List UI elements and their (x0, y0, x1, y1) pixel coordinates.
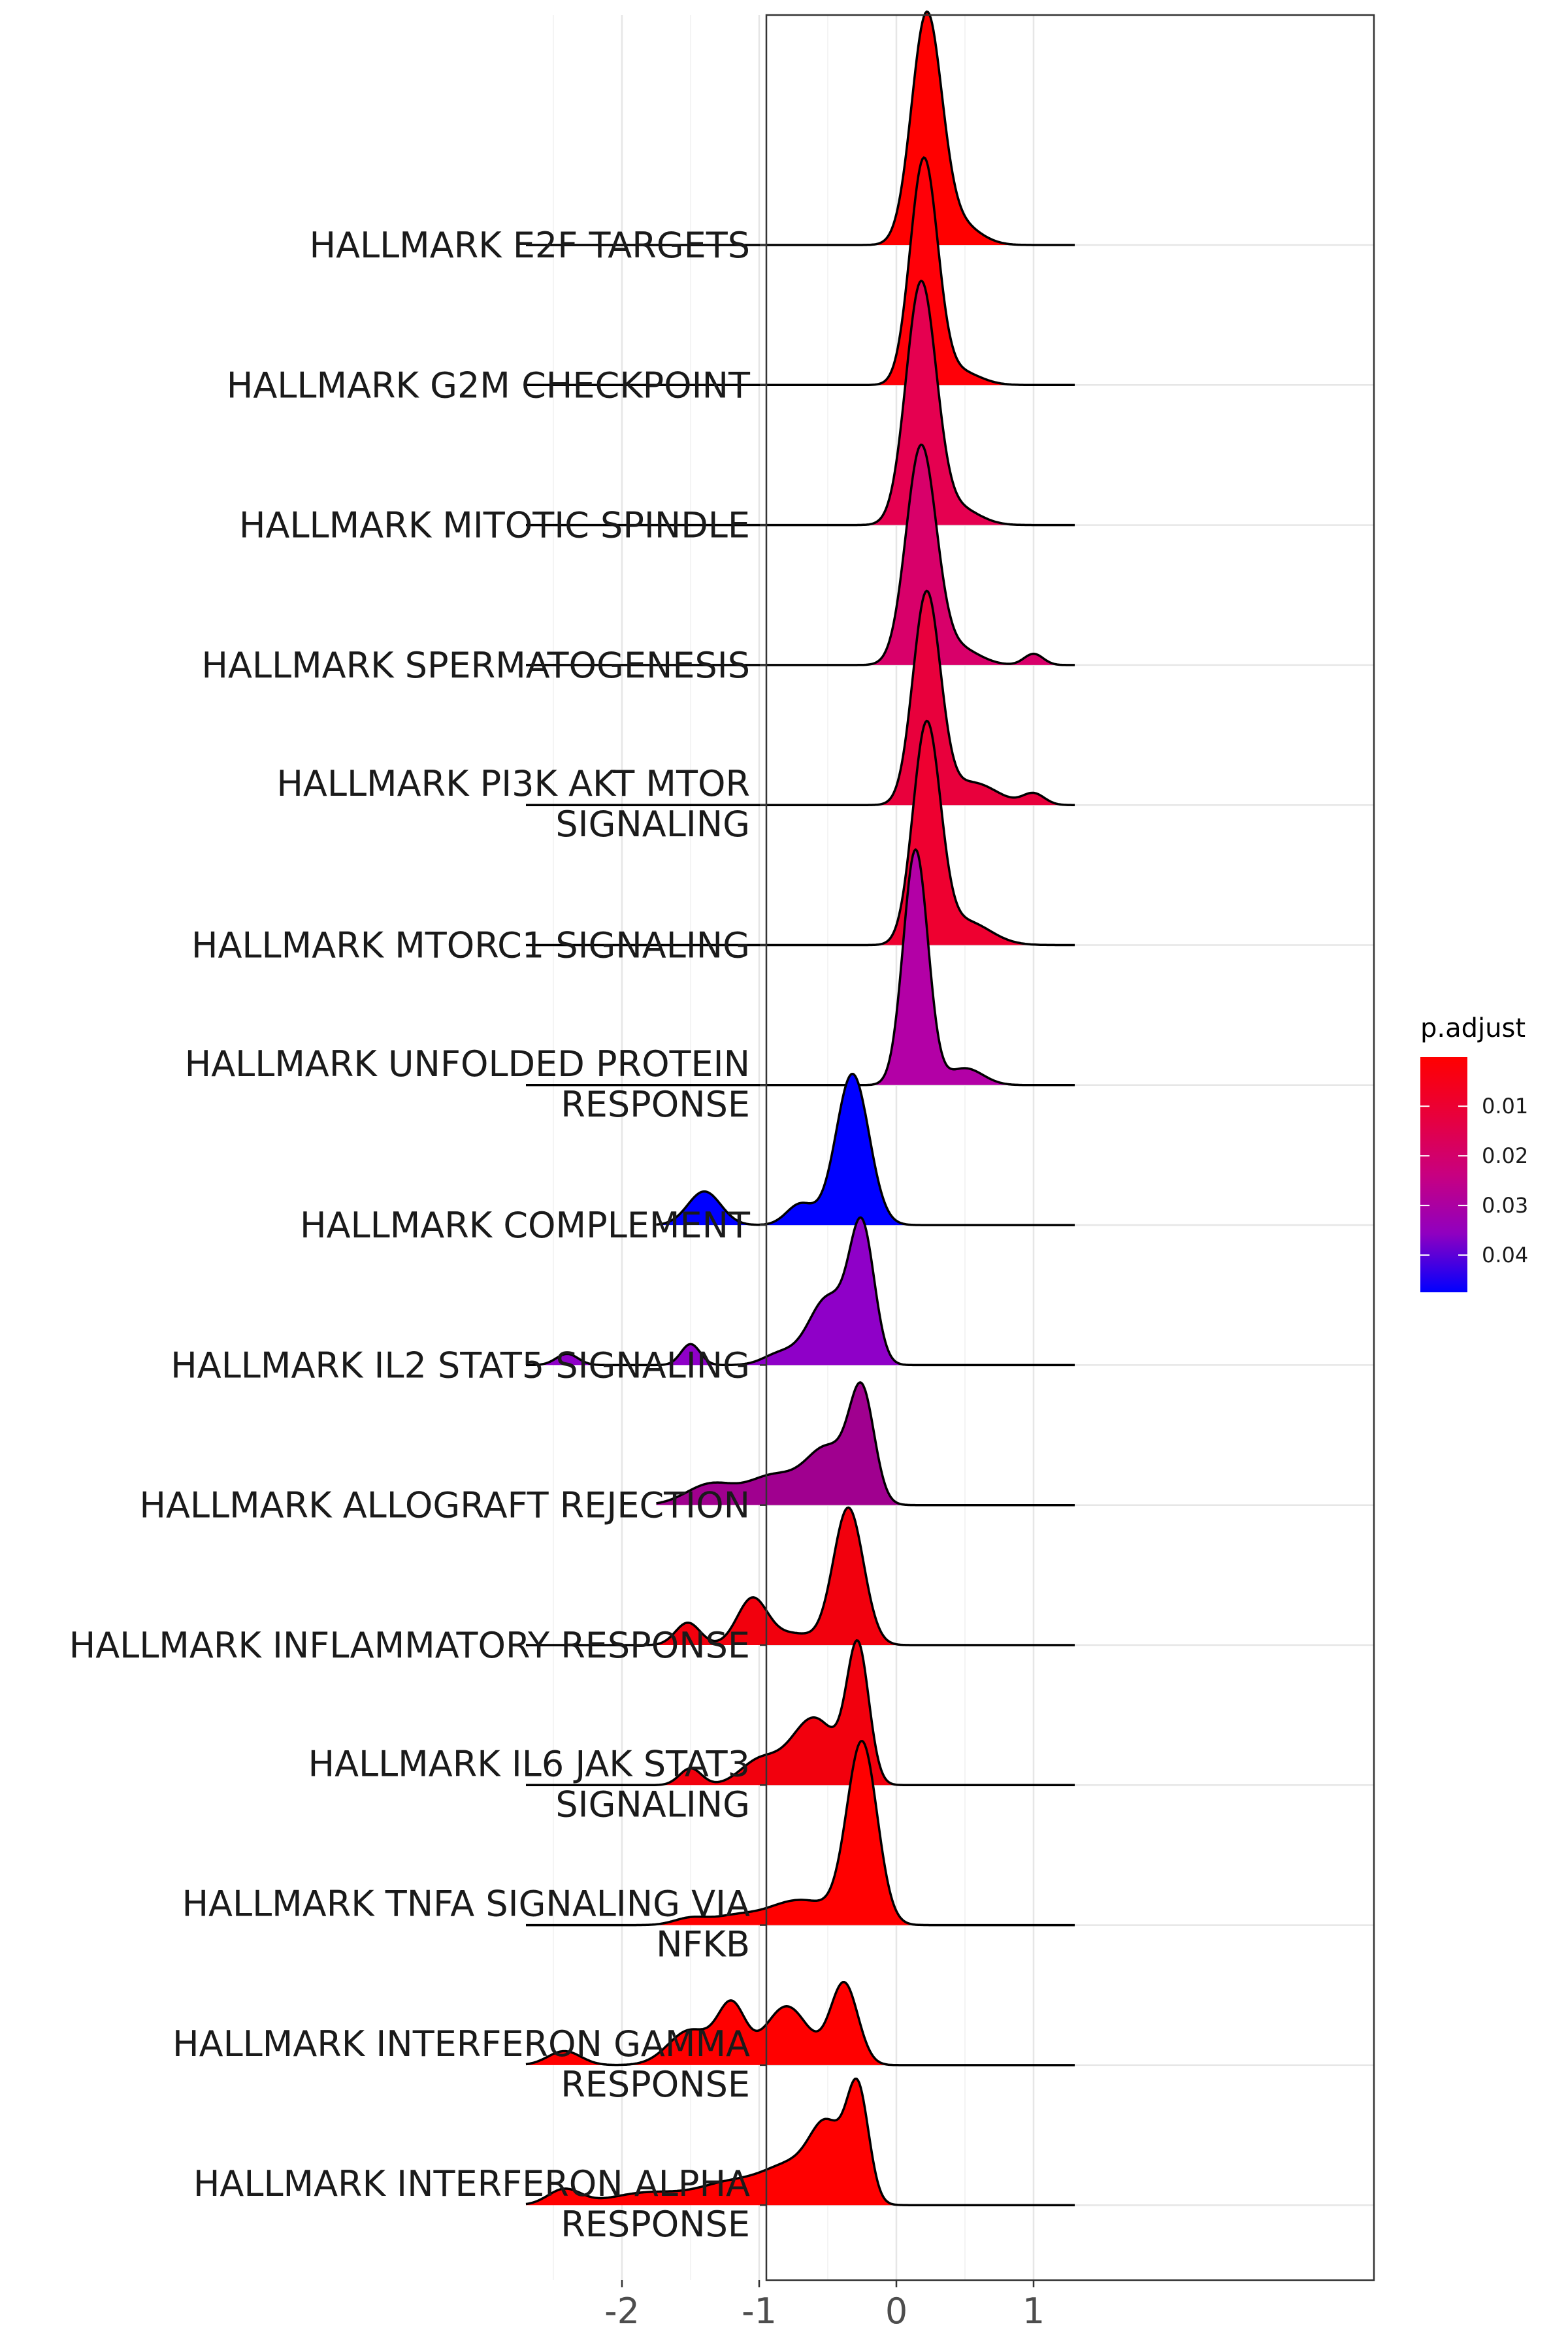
y-axis-label: HALLMARK MITOTIC SPINDLE (239, 505, 750, 546)
ridge-outline (526, 719, 1075, 947)
ridge-outline (526, 156, 1075, 387)
ridge-outline (525, 1980, 1075, 2066)
y-axis-label: HALLMARK COMPLEMENT (300, 1205, 751, 1246)
y-axis-label: HALLMARK TNFA SIGNALING VIA (182, 1884, 750, 1925)
y-axis-label: HALLMARK PI3K AKT MTOR (276, 763, 750, 804)
ridge-hallmark-il6-jak-stat3-signaling (526, 1639, 1075, 1787)
y-axis-label: RESPONSE (561, 1084, 750, 1125)
y-axis-label: HALLMARK SPERMATOGENESIS (201, 645, 750, 686)
x-tick-label: -1 (742, 2291, 777, 2332)
ridge-outline (526, 443, 1075, 666)
ridge-hallmark-unfolded-protein-response (526, 848, 1075, 1086)
y-axis-label: RESPONSE (561, 2064, 750, 2105)
x-axis-ticks: -2 -1 0 1 (604, 2280, 1045, 2332)
y-axis-label: NFKB (656, 1924, 750, 1965)
ridge-hallmark-pi3k-akt-mtor-signaling (526, 589, 1075, 806)
y-axis-label: HALLMARK G2M CHECKPOINT (227, 365, 751, 406)
y-axis-label: HALLMARK INFLAMMATORY RESPONSE (69, 1625, 750, 1666)
ridge-fill (526, 280, 1075, 525)
ridge-outline (526, 1639, 1075, 1787)
ridge-fill (656, 1073, 1075, 1226)
ridge-hallmark-complement (656, 1072, 1075, 1226)
y-axis-label: SIGNALING (555, 1784, 750, 1825)
ridge-outline (525, 2077, 1075, 2206)
ridge-fill (526, 157, 1075, 385)
ridge-hallmark-g2m-checkpoint (526, 156, 1075, 387)
y-axis-label: SIGNALING (555, 804, 750, 845)
ridge-outline (526, 1739, 1075, 1927)
ridge-outline (526, 280, 1075, 527)
ridge-hallmark-tnfa-signaling-via-nfkb (526, 1739, 1075, 1927)
x-tick-label: -2 (604, 2291, 640, 2332)
y-axis-label: HALLMARK INTERFERON ALPHA (193, 2163, 750, 2204)
x-tick-label: 0 (885, 2291, 907, 2332)
ridge-hallmark-il2-stat5-signaling (526, 1216, 1075, 1367)
ridge-hallmark-interferon-gamma-response (525, 1980, 1075, 2066)
y-axis-label: RESPONSE (561, 2204, 750, 2245)
ridge-fill (526, 1982, 1075, 2065)
y-axis-label: HALLMARK E2F TARGETS (309, 225, 750, 266)
ridge-fill (526, 1640, 1075, 1786)
ridge-outline (526, 848, 1075, 1086)
ridge-outline (526, 1216, 1075, 1367)
ridge-hallmark-e2f-targets (526, 10, 1075, 246)
ridge-fill (526, 444, 1075, 665)
plot-border (765, 14, 1375, 2281)
y-axis-label: HALLMARK MTORC1 SIGNALING (191, 925, 750, 966)
ridge-hallmark-allograft-rejection (656, 1381, 1075, 1507)
legend-tick-label: 0.02 (1482, 1143, 1528, 1168)
legend-colorbar (1420, 1057, 1467, 1292)
ridge-hallmark-spermatogenesis (526, 443, 1075, 666)
ridge-outline (526, 10, 1075, 246)
ridge-hallmark-interferon-alpha-response (525, 2077, 1075, 2206)
ridge-hallmark-mtorc1-signaling (526, 719, 1075, 947)
y-axis-label: HALLMARK INTERFERON GAMMA (172, 2023, 750, 2065)
legend-tick-label: 0.04 (1482, 1243, 1528, 1267)
legend-tick-label: 0.01 (1482, 1094, 1528, 1119)
ridge-outline (526, 1506, 1075, 1646)
ridge-hallmark-inflammatory-response (526, 1506, 1075, 1646)
ridge-fill (526, 2078, 1075, 2206)
ridges (525, 10, 1075, 2206)
y-axis-label: HALLMARK ALLOGRAFT REJECTION (139, 1485, 750, 1526)
legend: p.adjust 0.01 0.02 0.03 0.04 (1420, 1013, 1528, 1292)
y-axis-label: HALLMARK UNFOLDED PROTEIN (185, 1043, 750, 1085)
ridge-fill (656, 1382, 1075, 1505)
ridge-outline (656, 1072, 1075, 1226)
ridge-outline (526, 589, 1075, 806)
x-tick-label: 1 (1022, 2291, 1045, 2332)
ridge-hallmark-mitotic-spindle (526, 280, 1075, 527)
y-axis-label: HALLMARK IL6 JAK STAT3 (308, 1743, 750, 1784)
ridge-outline (656, 1381, 1075, 1507)
ridge-fill (526, 11, 1075, 246)
y-axis-labels: HALLMARK INTERFERON ALPHARESPONSEHALLMAR… (69, 225, 766, 2245)
y-axis-label: HALLMARK IL2 STAT5 SIGNALING (171, 1345, 750, 1386)
legend-title: p.adjust (1420, 1013, 1526, 1043)
legend-tick-label: 0.03 (1482, 1193, 1528, 1218)
